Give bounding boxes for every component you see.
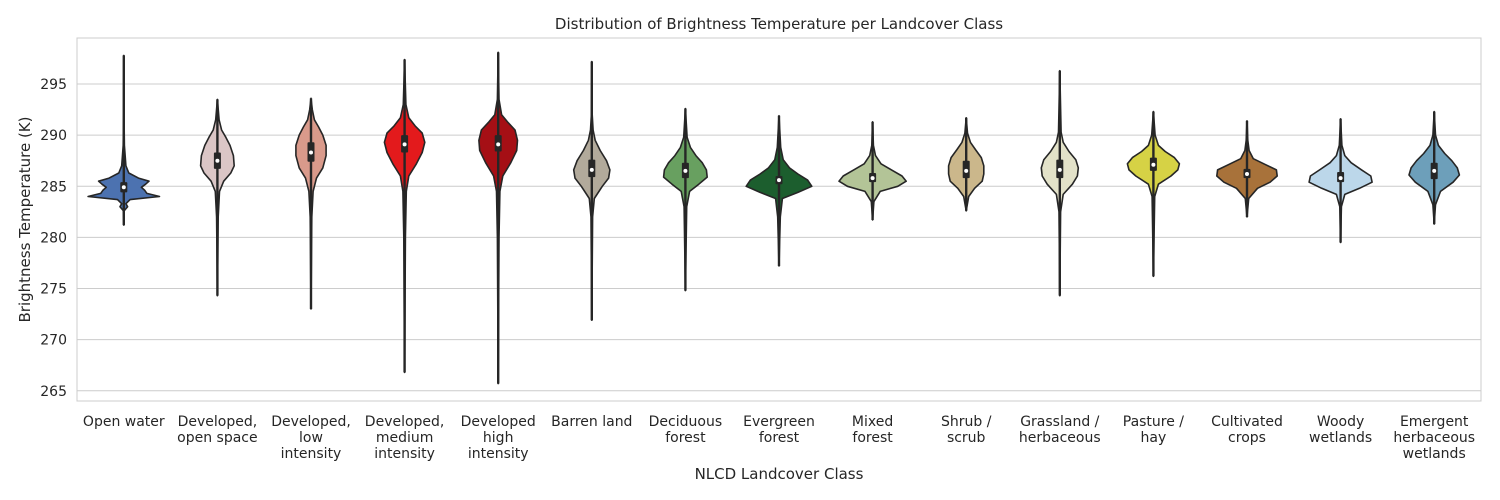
x-tick-label: Cultivated crops (1211, 414, 1283, 446)
x-tick-label-line: Open water (83, 414, 165, 430)
x-tick-label-line: Developed (461, 414, 536, 430)
y-tick-label: 270 (40, 333, 67, 349)
x-tick-label-line: Woody (1317, 414, 1364, 430)
y-axis-label: Brightness Temperature (K) (16, 117, 34, 323)
violins (87, 51, 1461, 385)
x-tick-label-line: Developed, (178, 414, 258, 430)
x-tick-label-line: forest (852, 430, 893, 446)
violin-median (215, 158, 220, 163)
violin-median (870, 176, 875, 181)
violin-median (1338, 176, 1343, 181)
violin-median (309, 150, 313, 155)
x-tick-label-line: medium (376, 430, 434, 446)
x-tick-label: Emergent herbaceous wetlands (1393, 414, 1475, 462)
violin-median (589, 167, 594, 172)
violin (662, 107, 708, 292)
x-tick-label-line: scrub (947, 430, 986, 446)
x-tick-label-line: Shrub / (941, 414, 992, 430)
chart-title: Distribution of Brightness Temperature p… (555, 15, 1003, 33)
x-tick-label-line: intensity (468, 446, 529, 462)
violin-median (1057, 167, 1062, 172)
x-tick-label: Developed, open space (177, 414, 257, 446)
x-tick-label: Shrub / scrub (941, 414, 992, 446)
violin (1126, 110, 1181, 278)
y-tick-label: 285 (40, 179, 67, 195)
violin (1040, 69, 1080, 297)
x-tick-labels: Open water Developed, open spaceDeveloped,… (83, 414, 1475, 462)
violin (295, 97, 327, 310)
violin (199, 98, 235, 297)
x-tick-label: Woody wetlands (1309, 414, 1372, 446)
violin-median (777, 178, 781, 183)
violin (478, 51, 519, 385)
y-tick-label: 295 (40, 77, 67, 93)
violin-median (1245, 171, 1249, 176)
x-tick-label-line: Barren land (551, 414, 632, 430)
violin (87, 54, 161, 226)
x-tick-label-line: Developed, (365, 414, 445, 430)
x-tick-label-line: Emergent (1400, 414, 1469, 430)
x-tick-label-line: open space (177, 430, 257, 446)
x-tick-label-line: high (483, 430, 514, 446)
x-tick-label: Mixed forest (852, 414, 893, 446)
violin-median (964, 168, 969, 173)
x-tick-label-line: Grassland / (1020, 414, 1099, 430)
x-tick-label-line: intensity (374, 446, 435, 462)
violin-median (683, 168, 688, 173)
violin-median (1151, 162, 1156, 167)
violin-median (402, 142, 407, 147)
violin (838, 121, 907, 221)
x-tick-label: Pasture / hay (1123, 414, 1185, 446)
violin (383, 58, 426, 374)
x-tick-label: Developed, low intensity (271, 414, 351, 462)
y-tick-labels: 265 270 275 280 285 290 295 (40, 77, 67, 400)
x-tick-label-line: crops (1228, 430, 1266, 446)
x-axis-label: NLCD Landcover Class (695, 465, 864, 483)
x-tick-label-line: low (299, 430, 323, 446)
violin (1408, 110, 1461, 225)
x-tick-label-line: wetlands (1403, 446, 1466, 462)
violin (572, 60, 611, 321)
x-tick-label: Open water (83, 414, 165, 430)
x-tick-label: Evergreen forest (743, 414, 815, 446)
x-tick-label-line: intensity (281, 446, 342, 462)
x-tick-label: Barren land (551, 414, 632, 430)
x-tick-label-line: Mixed (852, 414, 893, 430)
x-tick-label-line: forest (665, 430, 706, 446)
y-tick-label: 290 (40, 128, 67, 144)
violin (1216, 120, 1278, 218)
x-tick-label-line: herbaceous (1393, 430, 1475, 446)
violin-median (496, 142, 501, 147)
y-tick-label: 280 (40, 230, 67, 246)
violin (947, 117, 985, 212)
x-tick-label-line: Developed, (271, 414, 351, 430)
x-tick-label-line: forest (759, 430, 800, 446)
x-tick-label-line: Pasture / (1123, 414, 1185, 430)
y-tick-label: 265 (40, 384, 67, 400)
x-tick-label-line: hay (1141, 430, 1167, 446)
x-tick-label: Deciduous forest (649, 414, 722, 446)
x-tick-label-line: herbaceous (1019, 430, 1101, 446)
x-tick-label-line: Deciduous (649, 414, 722, 430)
y-tick-label: 275 (40, 282, 67, 298)
x-tick-label: Developed high intensity (461, 414, 536, 462)
violin-median (1432, 168, 1437, 173)
x-tick-label-line: Cultivated (1211, 414, 1283, 430)
violin (745, 114, 813, 267)
violin (1308, 118, 1373, 244)
x-tick-label: Grassland / herbaceous (1019, 414, 1101, 446)
violin-median (121, 185, 126, 190)
x-tick-label-line: Evergreen (743, 414, 815, 430)
x-tick-label: Developed, medium intensity (365, 414, 445, 462)
x-tick-label-line: wetlands (1309, 430, 1372, 446)
